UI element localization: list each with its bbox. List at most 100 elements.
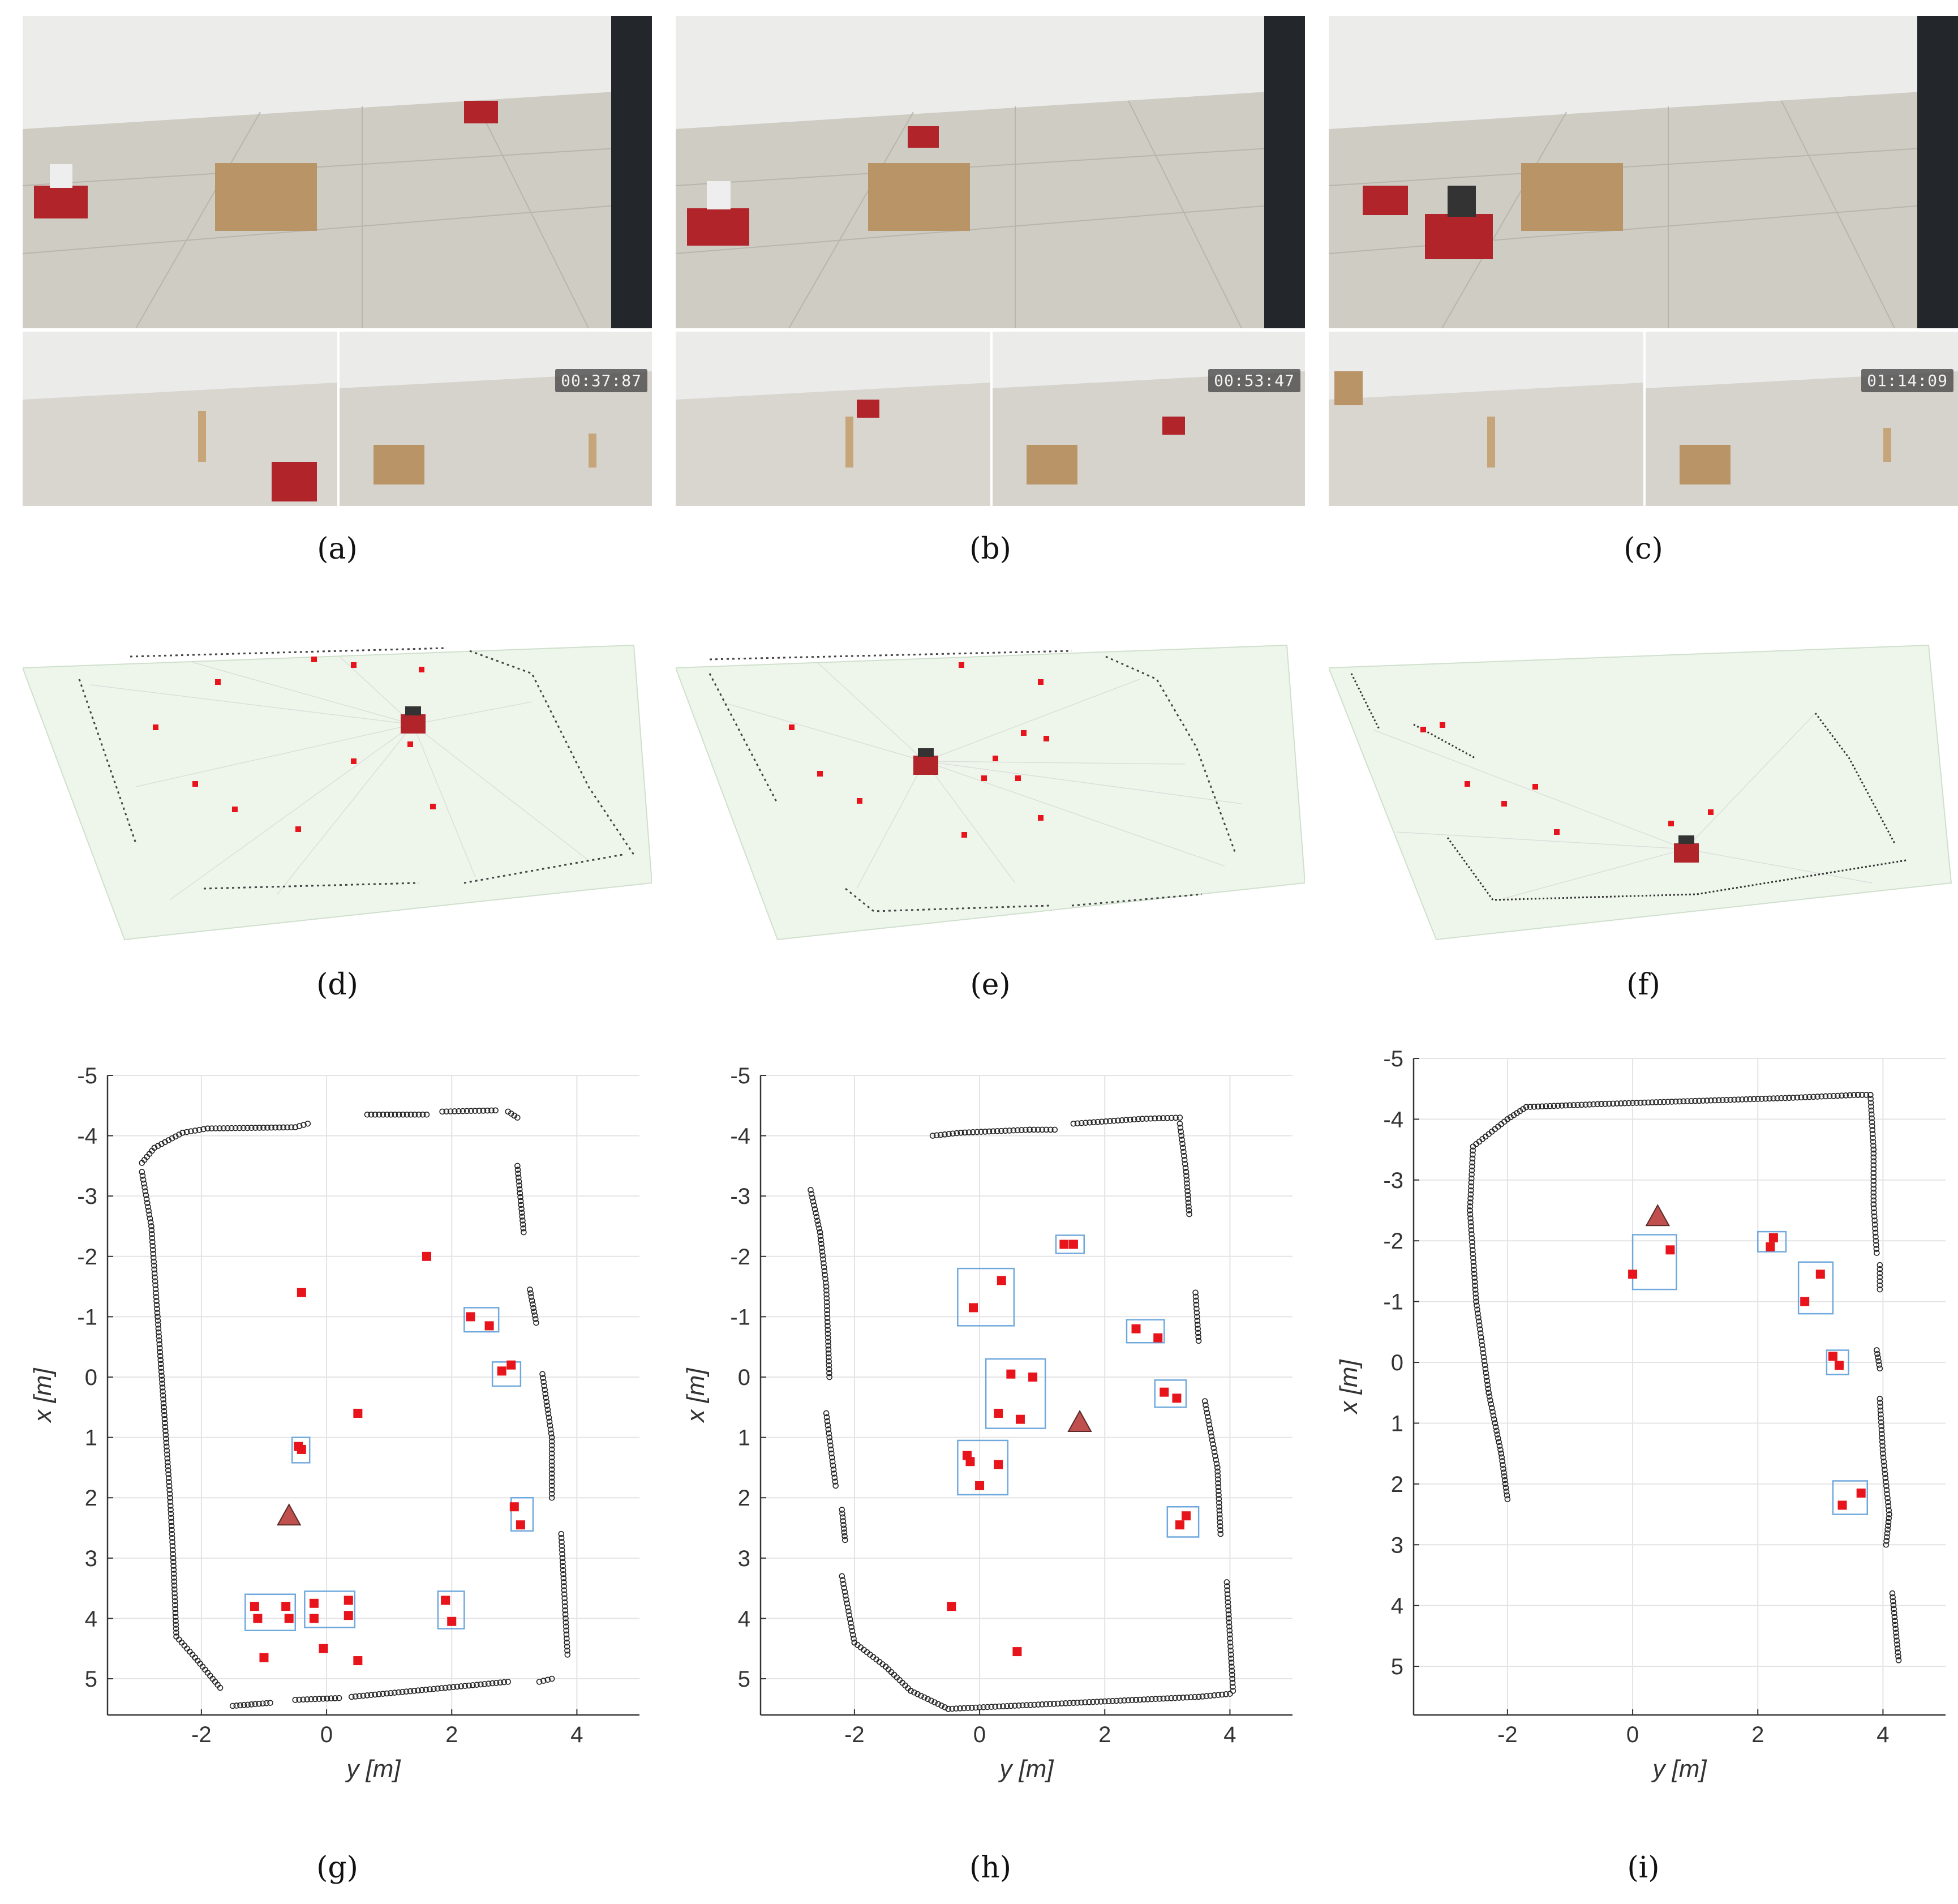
scan-point <box>849 1628 856 1634</box>
scan-point <box>1227 1643 1234 1650</box>
scan-point <box>1618 1100 1624 1107</box>
scan-point <box>164 1459 171 1465</box>
scan-point <box>808 1191 815 1197</box>
y-tick-label: -1 <box>1383 1290 1403 1315</box>
scan-point <box>1847 1092 1853 1099</box>
landmark-point <box>994 1408 1003 1418</box>
scan-point <box>942 1131 948 1138</box>
scan-point <box>1477 1330 1484 1336</box>
scan-point <box>1555 1103 1561 1109</box>
scan-point <box>148 1223 154 1229</box>
scan-point <box>1882 1466 1888 1473</box>
landmark-point <box>1828 1352 1837 1361</box>
scan-point <box>403 1688 410 1695</box>
scan-point <box>1214 1472 1221 1479</box>
scan-point <box>164 1451 170 1458</box>
scan-point <box>320 1696 327 1702</box>
scan-point <box>548 1438 555 1445</box>
scan-point <box>1483 1374 1490 1380</box>
scan-point <box>1641 1099 1648 1106</box>
scan-point <box>1877 1274 1883 1280</box>
landmark-point <box>1172 1393 1182 1403</box>
scan-wall <box>1192 1289 1202 1344</box>
scan-point <box>501 1679 508 1686</box>
scan-point <box>1504 1492 1510 1499</box>
scan-point <box>825 1422 831 1429</box>
scan-point <box>1790 1095 1796 1101</box>
scan-wall <box>808 1187 832 1380</box>
scan-point <box>154 1314 161 1320</box>
scan-point <box>561 1599 568 1606</box>
scan-point <box>458 1683 465 1689</box>
scan-point <box>1223 1579 1230 1585</box>
scan-point <box>1164 1115 1171 1121</box>
plot-h: -2 0 2 4 -5 -4 -3 -2 -1 0 1 2 3 4 5 y [m] x [m] <box>676 1064 1305 1834</box>
scan-point <box>825 1327 831 1333</box>
scan-point <box>945 1706 952 1712</box>
scan-point <box>848 1620 854 1626</box>
scan-point <box>166 1483 173 1489</box>
scan-point <box>1468 1183 1474 1190</box>
scan-point <box>304 1120 311 1127</box>
scan-point <box>1023 1126 1029 1133</box>
scan-point <box>1047 1126 1054 1133</box>
scan-point <box>1731 1096 1738 1103</box>
scan-wall <box>364 1111 430 1118</box>
y-tick-label: 1 <box>1391 1411 1403 1436</box>
scan-point <box>164 1455 171 1462</box>
scan-point <box>561 1591 568 1598</box>
scan-point <box>1008 1703 1014 1709</box>
scan-point <box>166 1479 172 1485</box>
scan-point <box>1223 1691 1229 1697</box>
scan-3d-panel-d <box>22 617 653 945</box>
scan-point <box>492 1107 499 1114</box>
scan-point <box>1054 1700 1061 1707</box>
scan-point <box>826 1358 832 1365</box>
scan-point <box>548 1463 555 1469</box>
y-tick-label: -5 <box>730 1064 750 1088</box>
x-tick-label: -2 <box>844 1722 865 1747</box>
scan-point <box>157 1357 164 1363</box>
scan-point <box>168 1515 174 1521</box>
landmark-point <box>509 1502 519 1512</box>
scan-point <box>560 1563 566 1569</box>
scan-point <box>1208 1433 1215 1440</box>
scan-point <box>827 1438 833 1445</box>
scan-point <box>170 1555 177 1562</box>
scan-point <box>1199 1693 1206 1700</box>
scan-point <box>158 1369 165 1375</box>
landmark-point <box>1768 1233 1778 1242</box>
scan-point <box>1867 1099 1874 1106</box>
scan-point <box>1217 1526 1223 1533</box>
scan-point <box>1206 1421 1213 1428</box>
scan-point <box>1184 1184 1191 1191</box>
x-tick-label: -2 <box>1497 1722 1518 1747</box>
scan-point <box>169 1534 175 1541</box>
scan-point <box>165 1471 172 1477</box>
scan-point <box>518 1210 525 1216</box>
y-tick-label: 5 <box>1391 1654 1403 1679</box>
scan-point <box>1176 1695 1182 1701</box>
scan-point <box>1494 1431 1501 1438</box>
scan-point <box>407 1111 414 1118</box>
scan-point <box>216 1125 223 1131</box>
scan-wall <box>139 1169 224 1691</box>
scan-point <box>809 1194 815 1201</box>
scan-point <box>517 1198 524 1204</box>
scan-point <box>1178 1133 1185 1139</box>
scan-point <box>1484 1378 1491 1384</box>
scan-point <box>519 1221 526 1228</box>
scan-point <box>831 1470 838 1477</box>
y-tick-label: -2 <box>1383 1229 1403 1254</box>
scan-point <box>1870 1162 1877 1169</box>
scan-point <box>481 1681 488 1687</box>
scan-point <box>1070 1700 1077 1706</box>
scan-point <box>171 1590 178 1597</box>
scan-point <box>1882 1474 1889 1481</box>
scan-point <box>1203 1406 1210 1412</box>
scan-point <box>1884 1534 1890 1541</box>
scan-point <box>1194 1322 1201 1328</box>
scan-point <box>1868 1107 1875 1114</box>
scan-point <box>825 1426 832 1433</box>
main-camera-view <box>676 16 1305 328</box>
